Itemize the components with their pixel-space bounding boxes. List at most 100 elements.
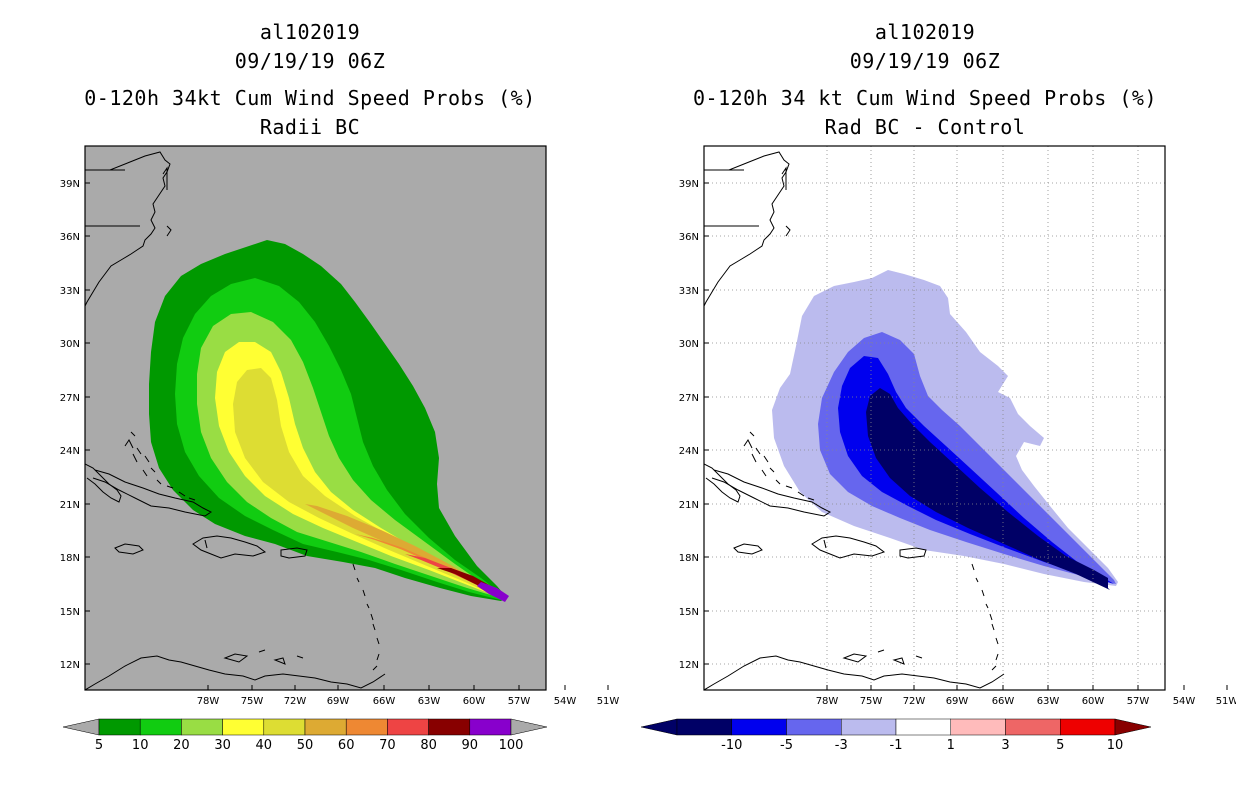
left-colorbar-segment: [263, 718, 306, 736]
left-lat-label: 39N: [60, 179, 80, 190]
right-colorbar-segment: [731, 718, 787, 736]
left-colorbar-label: 30: [214, 738, 231, 753]
right-colorbar-label: -1: [890, 738, 903, 753]
right-lon-label: 69W: [946, 696, 969, 707]
right-colorbar-label: 3: [1001, 738, 1009, 753]
left-lat-label: 27N: [60, 393, 80, 404]
right-lon-label: 75W: [860, 696, 883, 707]
left-date: 09/19/19 06Z: [234, 49, 386, 73]
right-lat-label: 21N: [679, 500, 699, 511]
left-colorbar-segment: [304, 718, 347, 736]
left-colorbar-label: 50: [297, 738, 314, 753]
right-colorbar-segment: [786, 718, 842, 736]
right-colorbar-segment: [1060, 718, 1116, 736]
right-colorbar-segment: [895, 718, 951, 736]
right-lon-label: 66W: [992, 696, 1015, 707]
right-lat-label: 15N: [679, 607, 699, 618]
left-colorbar-label: 80: [420, 738, 437, 753]
right-lat-labels: 39N 36N 33N 30N 27N 24N 21N 18N 15N 12N: [679, 179, 709, 671]
right-colorbar-segment: [676, 718, 732, 736]
right-map: 39N 36N 33N 30N 27N 24N 21N 18N 15N 12N 78W 75W 72W…: [679, 145, 1236, 707]
left-lat-label: 15N: [60, 607, 80, 618]
right-lon-label: 57W: [1127, 696, 1150, 707]
left-lat-label: 36N: [60, 232, 80, 243]
left-lat-labels: 39N 36N 33N 30N 27N 24N 21N 18N 15N 12N: [60, 179, 90, 671]
left-lon-label: 66W: [373, 696, 396, 707]
left-colorbar: 5 10 20 30 40 50 60 70 80 90 100: [62, 718, 548, 753]
right-date: 09/19/19 06Z: [849, 49, 1001, 73]
right-lon-label: 72W: [903, 696, 926, 707]
left-colorbar-label: 60: [338, 738, 355, 753]
right-lon-label: 51W: [1216, 696, 1236, 707]
left-colorbar-high-arrow: [510, 718, 548, 736]
left-map-frame: [84, 145, 547, 691]
left-map: 39N 36N 33N 30N 27N 24N 21N 18N 15N 12N 78W 75W 72W…: [60, 145, 620, 707]
right-colorbar-segment: [841, 718, 897, 736]
left-colorbar-low-arrow: [62, 718, 100, 736]
left-colorbar-segment: [222, 718, 265, 736]
left-colorbar-label: 90: [462, 738, 479, 753]
right-lon-label: 63W: [1037, 696, 1060, 707]
right-colorbar-label: -3: [835, 738, 848, 753]
left-colorbar-segment: [387, 718, 429, 736]
right-lat-label: 39N: [679, 179, 699, 190]
left-product: 0-120h 34kt Cum Wind Speed Probs (%): [84, 86, 536, 110]
left-colorbar-segment: [469, 718, 512, 736]
right-lat-label: 12N: [679, 660, 699, 671]
left-lon-label: 57W: [508, 696, 531, 707]
right-lon-label: 60W: [1082, 696, 1105, 707]
left-storm-id: al102019: [259, 20, 361, 44]
right-colorbar: -10 -5 -3 -1 1 3 5 10: [640, 718, 1152, 753]
left-lat-label: 33N: [60, 286, 80, 297]
left-lon-label: 60W: [463, 696, 486, 707]
left-colorbar-label: 10: [132, 738, 149, 753]
right-colorbar-label: 1: [947, 738, 955, 753]
right-panel-title: al102019 09/19/19 06Z 0-120h 34 kt Cum W…: [670, 18, 1180, 142]
right-colorbar-label: -5: [780, 738, 793, 753]
left-colorbar-segment: [428, 718, 471, 736]
left-colorbar-segment: [181, 718, 223, 736]
right-map-gridlines: [704, 146, 1165, 690]
left-lon-label: 54W: [554, 696, 577, 707]
right-lat-label: 36N: [679, 232, 699, 243]
left-lat-label: 18N: [60, 553, 80, 564]
right-lat-label: 33N: [679, 286, 699, 297]
right-product: 0-120h 34 kt Cum Wind Speed Probs (%): [692, 86, 1158, 110]
right-subtitle: Rad BC - Control: [824, 115, 1026, 139]
left-lon-label: 78W: [197, 696, 220, 707]
right-colorbar-low-arrow: [640, 718, 678, 736]
left-colorbar-label: 40: [256, 738, 273, 753]
right-lat-label: 30N: [679, 339, 699, 350]
left-lon-label: 51W: [597, 696, 620, 707]
left-colorbar-label: 5: [95, 738, 103, 753]
right-lon-labels: 78W 75W 72W 69W 66W 63W 60W 57W 54W 51W: [816, 685, 1236, 707]
right-lat-label: 27N: [679, 393, 699, 404]
left-lat-label: 24N: [60, 446, 80, 457]
left-lat-label: 21N: [60, 500, 80, 511]
right-colorbar-label: 5: [1056, 738, 1064, 753]
right-colorbar-label: 10: [1107, 738, 1124, 753]
left-colorbar-label: 100: [499, 738, 524, 753]
left-lon-label: 63W: [418, 696, 441, 707]
left-panel-title: al102019 09/19/19 06Z 0-120h 34kt Cum Wi…: [55, 18, 565, 142]
left-lon-label: 72W: [284, 696, 307, 707]
right-lat-label: 18N: [679, 553, 699, 564]
left-colorbar-segment: [98, 718, 141, 736]
left-colorbar-segment: [139, 718, 182, 736]
left-lat-label: 30N: [60, 339, 80, 350]
right-colorbar-high-arrow: [1114, 718, 1152, 736]
right-difference-field: [704, 146, 1165, 690]
right-lat-label: 24N: [679, 446, 699, 457]
left-lon-label: 75W: [241, 696, 264, 707]
right-lon-label: 78W: [816, 696, 839, 707]
left-colorbar-label: 20: [173, 738, 190, 753]
right-colorbar-segment: [1005, 718, 1061, 736]
left-colorbar-label: 70: [379, 738, 396, 753]
left-lon-labels: 78W 75W 72W 69W 66W 63W 60W 57W 54W 51W: [197, 685, 620, 707]
right-colorbar-label: -10: [721, 738, 742, 753]
left-colorbar-segment: [345, 718, 388, 736]
right-colorbar-segment: [950, 718, 1006, 736]
left-lon-label: 69W: [327, 696, 350, 707]
right-map-frame: [703, 145, 1166, 691]
